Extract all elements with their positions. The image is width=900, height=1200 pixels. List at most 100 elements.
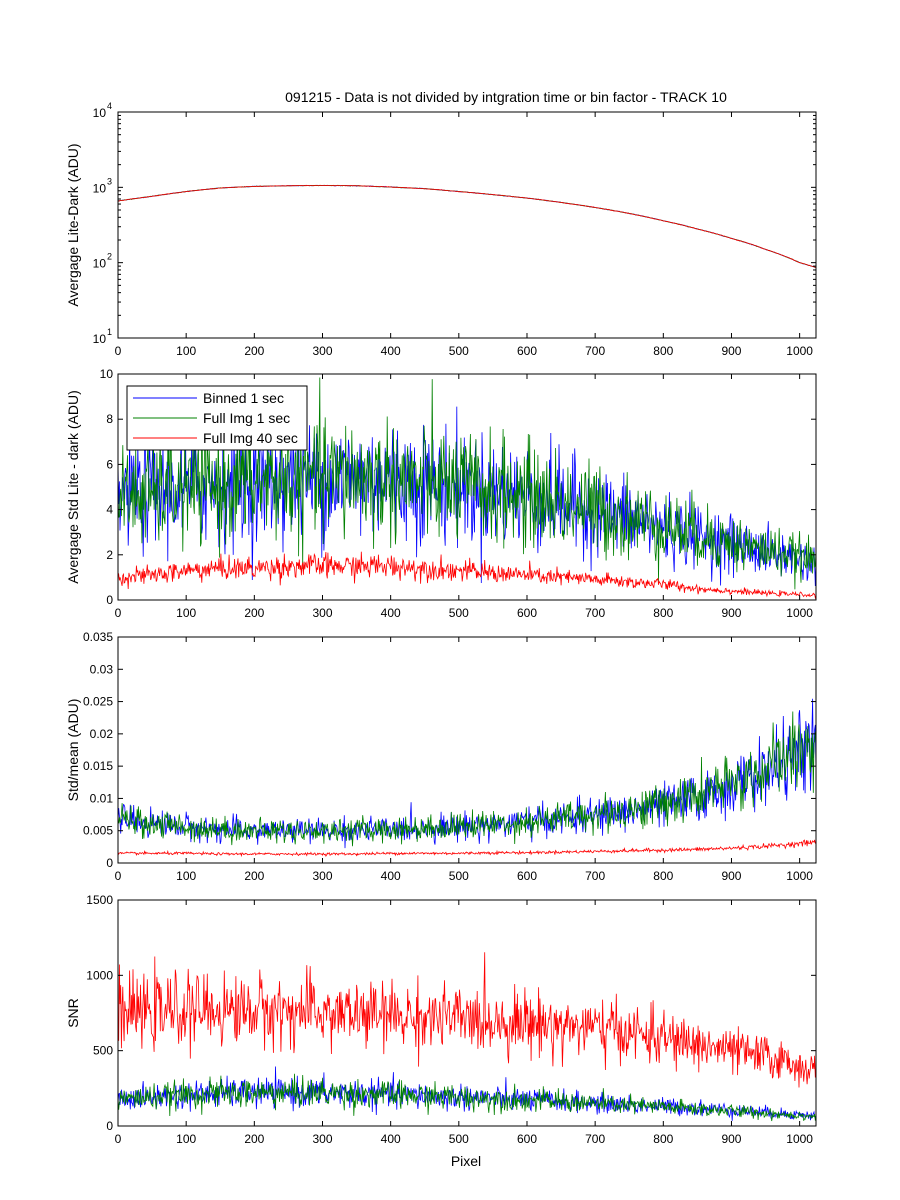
x-tick-label: 300 bbox=[312, 869, 332, 883]
y-tick-label: 8 bbox=[106, 412, 113, 426]
y-tick-label: 0.025 bbox=[83, 695, 113, 709]
series-line-3-3 bbox=[118, 839, 816, 858]
legend-entry: Binned 1 sec bbox=[203, 390, 284, 406]
axes-frame bbox=[117, 111, 817, 339]
x-tick-label: 300 bbox=[312, 1132, 332, 1146]
x-tick-label: 500 bbox=[449, 344, 469, 358]
series-line-full-img-1-sec bbox=[118, 377, 816, 590]
x-tick-label: 800 bbox=[653, 344, 673, 358]
x-tick-label: 600 bbox=[517, 869, 537, 883]
y-tick-label: 0.01 bbox=[90, 791, 114, 805]
x-tick-label: 0 bbox=[115, 606, 122, 620]
x-tick-label: 1000 bbox=[786, 344, 813, 358]
axes-frame bbox=[117, 899, 817, 1127]
x-tick-label: 900 bbox=[721, 869, 741, 883]
x-tick-label: 400 bbox=[381, 344, 401, 358]
series-line-4-3 bbox=[118, 952, 816, 1088]
x-tick-label: 700 bbox=[585, 1132, 605, 1146]
y-axis-label: Std/mean (ADU) bbox=[65, 699, 81, 802]
x-tick-label: 1000 bbox=[786, 1132, 813, 1146]
axes-panel-4: 0 100 200 300 400 500 600 700 800 900 1000 0 500 1000… bbox=[65, 893, 817, 1146]
x-tick-label: 500 bbox=[449, 869, 469, 883]
legend: Binned 1 sec Full Img 1 sec Full Img 40 se… bbox=[126, 385, 308, 451]
x-tick-label: 200 bbox=[244, 344, 264, 358]
x-tick-label: 0 bbox=[115, 1132, 122, 1146]
y-tick-label: 0 bbox=[106, 593, 113, 607]
x-axis-label: Pixel bbox=[451, 1153, 481, 1169]
y-tick-label: 6 bbox=[106, 457, 113, 471]
x-tick-label: 1000 bbox=[786, 606, 813, 620]
x-tick-label: 700 bbox=[585, 869, 605, 883]
y-tick-label: 10 bbox=[93, 332, 107, 346]
x-tick-label: 900 bbox=[721, 344, 741, 358]
y-tick-label: 1500 bbox=[86, 893, 113, 907]
legend-entry: Full Img 40 sec bbox=[203, 430, 298, 446]
series-line-4-2 bbox=[118, 1073, 816, 1122]
y-tick-label: 0.005 bbox=[83, 824, 113, 838]
x-tick-label: 100 bbox=[176, 344, 196, 358]
axes-frame bbox=[117, 636, 817, 864]
y-tick-label: 2 bbox=[106, 548, 113, 562]
x-tick-label: 800 bbox=[653, 1132, 673, 1146]
x-tick-label: 100 bbox=[176, 1132, 196, 1146]
axes-panel-3: 0 100 200 300 400 500 600 700 800 900 1000 0 0.005 0.… bbox=[65, 630, 817, 883]
x-tick-label: 800 bbox=[653, 869, 673, 883]
x-tick-label: 700 bbox=[585, 344, 605, 358]
y-tick-exponent: 2 bbox=[107, 252, 112, 262]
x-tick-label: 800 bbox=[653, 606, 673, 620]
series-line-3-2 bbox=[118, 711, 816, 847]
y-tick-label: 0.035 bbox=[83, 630, 113, 644]
series-line-1-3 bbox=[118, 184, 816, 268]
y-tick-exponent: 4 bbox=[107, 101, 112, 111]
y-tick-label: 0 bbox=[106, 1119, 113, 1133]
figure-title: 091215 - Data is not divided by intgrati… bbox=[285, 89, 727, 105]
x-tick-label: 200 bbox=[244, 869, 264, 883]
y-tick-label: 0.02 bbox=[90, 727, 114, 741]
x-tick-label: 900 bbox=[721, 1132, 741, 1146]
x-tick-label: 300 bbox=[312, 606, 332, 620]
y-tick-exponent: 1 bbox=[107, 327, 112, 337]
x-tick-label: 0 bbox=[115, 344, 122, 358]
x-tick-label: 300 bbox=[312, 344, 332, 358]
x-tick-label: 100 bbox=[176, 606, 196, 620]
y-tick-label: 500 bbox=[93, 1044, 113, 1058]
y-tick-exponent: 3 bbox=[107, 176, 112, 186]
series-line-full-img-40-sec bbox=[118, 551, 816, 600]
legend-entry: Full Img 1 sec bbox=[203, 410, 290, 426]
y-axis-label: Avergage Lite-Dark (ADU) bbox=[65, 143, 81, 306]
y-axis-label: Avergage Std Lite - dark (ADU) bbox=[65, 390, 81, 584]
y-tick-label: 0.015 bbox=[83, 759, 113, 773]
x-tick-label: 100 bbox=[176, 869, 196, 883]
axes-frame bbox=[117, 373, 817, 601]
series-line-4-1 bbox=[118, 1066, 816, 1121]
y-tick-label: 0 bbox=[106, 856, 113, 870]
y-axis-label: SNR bbox=[65, 998, 81, 1028]
y-tick-label: 10 bbox=[93, 257, 107, 271]
x-tick-label: 500 bbox=[449, 606, 469, 620]
y-tick-label: 1000 bbox=[86, 968, 113, 982]
y-tick-label: 10 bbox=[100, 367, 114, 381]
x-tick-label: 500 bbox=[449, 1132, 469, 1146]
y-tick-label: 4 bbox=[106, 503, 113, 517]
y-tick-label: 0.03 bbox=[90, 662, 114, 676]
x-tick-label: 600 bbox=[517, 1132, 537, 1146]
x-tick-label: 400 bbox=[381, 1132, 401, 1146]
axes-panel-2: 0 100 200 300 400 500 600 700 800 900 1000 0 2 4 6 8 10 A… bbox=[65, 367, 817, 620]
x-tick-label: 0 bbox=[115, 869, 122, 883]
x-tick-label: 600 bbox=[517, 606, 537, 620]
x-tick-label: 200 bbox=[244, 1132, 264, 1146]
x-tick-label: 700 bbox=[585, 606, 605, 620]
x-tick-label: 1000 bbox=[786, 869, 813, 883]
x-tick-label: 600 bbox=[517, 344, 537, 358]
series-line-binned-1-sec bbox=[118, 406, 816, 587]
series-line-3-1 bbox=[118, 698, 816, 849]
x-tick-label: 200 bbox=[244, 606, 264, 620]
y-tick-label: 10 bbox=[93, 106, 107, 120]
x-tick-label: 400 bbox=[381, 869, 401, 883]
x-tick-label: 900 bbox=[721, 606, 741, 620]
y-tick-label: 10 bbox=[93, 181, 107, 195]
x-tick-label: 400 bbox=[381, 606, 401, 620]
